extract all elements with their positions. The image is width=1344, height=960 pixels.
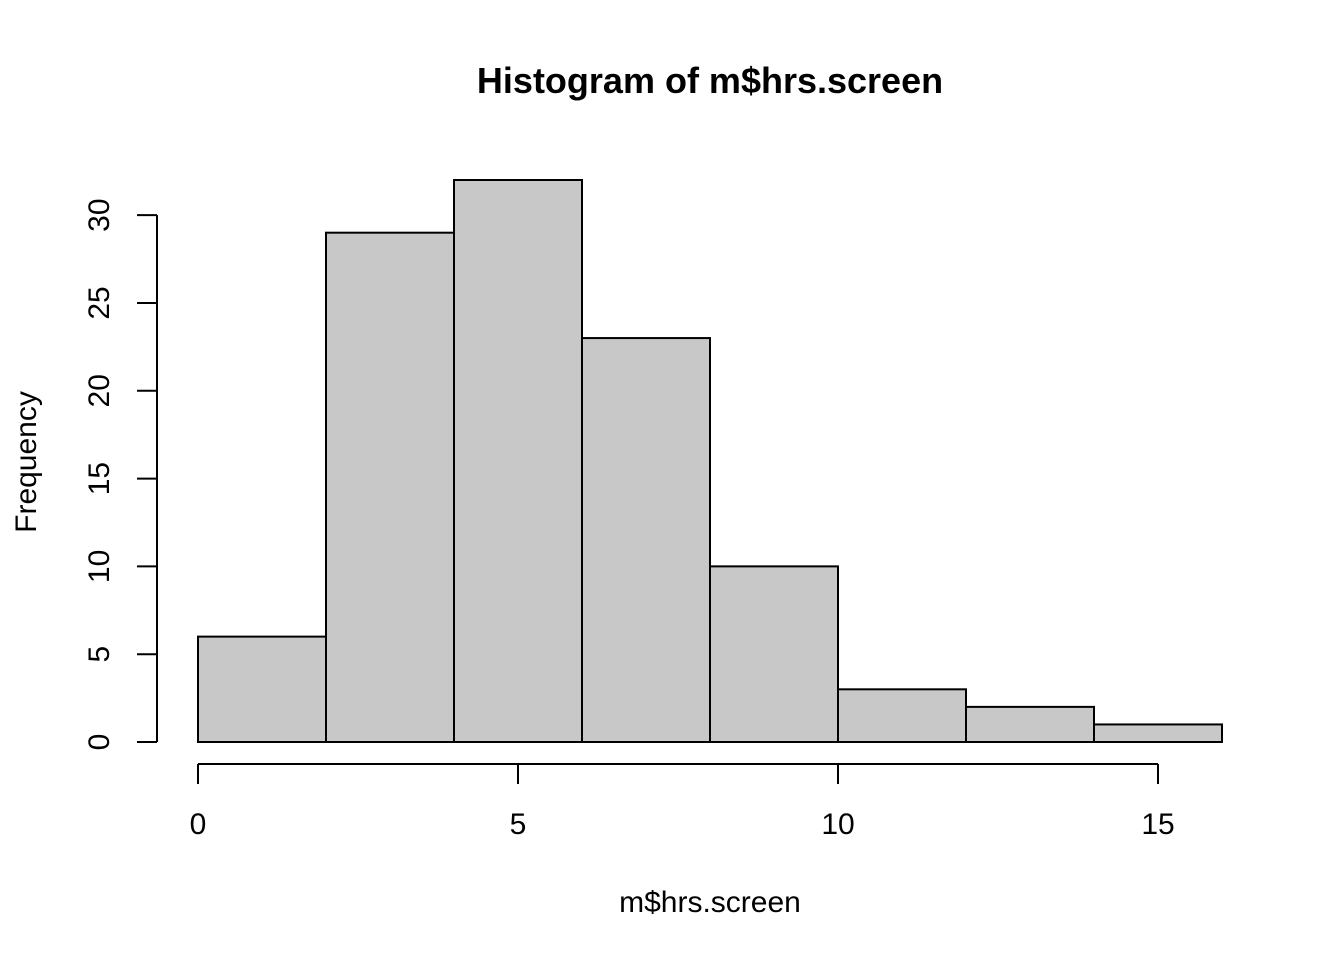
histogram-bar-3 [581,337,711,743]
x-tick-label-15: 15 [1141,808,1174,841]
y-tick-label-15: 15 [83,462,116,495]
x-tick-label-0: 0 [190,808,207,841]
histogram-bar-1 [325,231,455,743]
histogram-bar-4 [709,565,839,743]
histogram-bar-5 [837,688,967,743]
x-axis-label: m$hrs.screen [619,886,801,919]
y-axis-label: Frequency [10,391,43,533]
bars-group [197,179,1223,743]
y-tick-label-0: 0 [83,734,116,751]
histogram-bar-6 [965,705,1095,743]
histogram-bar-2 [453,179,583,743]
y-axis-ticks: 0 5 10 15 20 25 30 [83,198,157,750]
histogram-bar-7 [1093,723,1223,743]
y-tick-label-30: 30 [83,198,116,231]
x-axis-ticks: 0 5 10 15 [190,764,1175,841]
y-tick-label-5: 5 [83,646,116,663]
x-tick-label-5: 5 [510,808,527,841]
y-tick-label-20: 20 [83,374,116,407]
y-tick-label-10: 10 [83,550,116,583]
histogram-bar-0 [197,635,327,743]
y-tick-label-25: 25 [83,286,116,319]
x-tick-label-10: 10 [821,808,854,841]
chart-title: Histogram of m$hrs.screen [477,60,943,101]
